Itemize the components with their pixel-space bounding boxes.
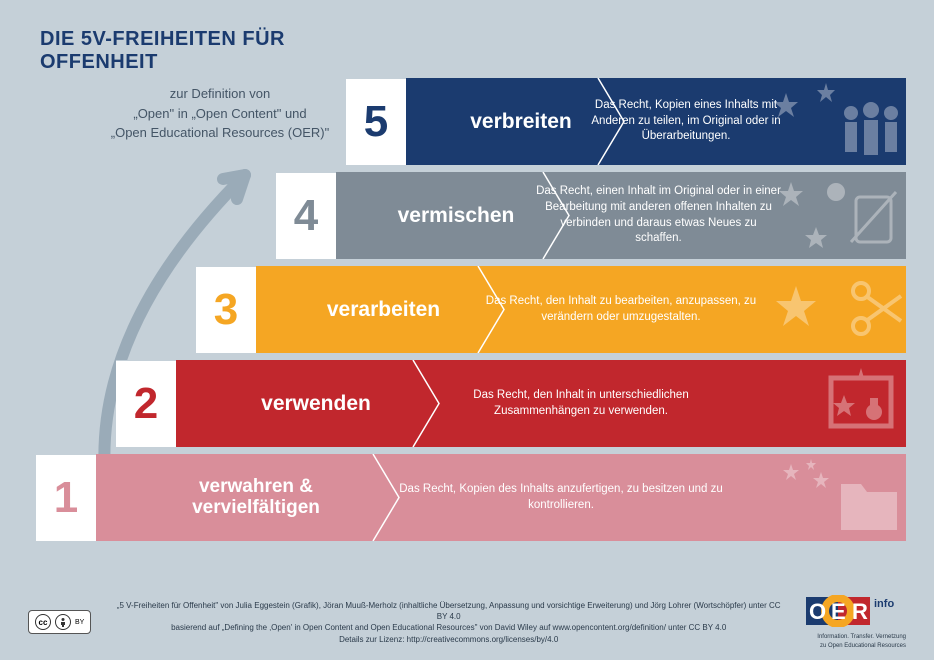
oer-tagline: Information. Transfer. Vernetzung <box>806 634 906 641</box>
step-description: Das Recht, einen Inhalt im Original oder… <box>536 184 781 246</box>
step-bar: verarbeiten Das Recht, den Inhalt zu bea… <box>256 266 906 353</box>
svg-text:R: R <box>852 599 868 624</box>
credits: „5 V-Freiheiten für Offenheit" von Julia… <box>91 600 806 645</box>
step-number-box: 2 <box>116 360 176 447</box>
by-icon <box>55 614 71 630</box>
oer-logo: O E R info Information. Transfer. Vernet… <box>806 595 906 650</box>
step-deco-icon <box>766 360 906 447</box>
step-label: vermischen <box>371 204 541 228</box>
step-description: Das Recht, den Inhalt zu bearbeiten, anz… <box>481 294 761 325</box>
step-number: 4 <box>294 191 318 241</box>
step-deco-icon <box>766 172 906 259</box>
step-bar: vermischen Das Recht, einen Inhalt im Or… <box>336 172 906 259</box>
step-bar: verwenden Das Recht, den Inhalt in unter… <box>176 360 906 447</box>
step-row: 2 verwenden Das Recht, den Inhalt in unt… <box>26 360 906 447</box>
by-label: BY <box>75 619 84 626</box>
step-description: Das Recht, den Inhalt in unterschiedlich… <box>426 388 736 419</box>
step-number: 3 <box>214 285 238 335</box>
step-row: 5 verbreiten Das Recht, Kopien eines Inh… <box>26 78 906 165</box>
step-row: 4 vermischen Das Recht, einen Inhalt im … <box>26 172 906 259</box>
cc-icon: cc <box>35 614 51 630</box>
step-bar: verbreiten Das Recht, Kopien eines Inhal… <box>406 78 906 165</box>
step-number: 2 <box>134 379 158 429</box>
cc-by-badge: cc BY <box>28 610 91 634</box>
step-description: Das Recht, Kopien eines Inhalts mit Ande… <box>586 98 786 145</box>
step-label: verwenden <box>221 392 411 416</box>
step-label: verbreiten <box>446 110 596 134</box>
svg-text:E: E <box>831 599 846 624</box>
step-deco-icon <box>766 454 906 541</box>
step-number: 5 <box>364 97 388 147</box>
step-rows: 5 verbreiten Das Recht, Kopien eines Inh… <box>26 78 906 548</box>
step-label: verarbeiten <box>291 298 476 322</box>
step-bar: verwahren & vervielfältigen Das Recht, K… <box>96 454 906 541</box>
step-deco-icon <box>766 78 906 165</box>
credit-line: „5 V-Freiheiten für Offenheit" von Julia… <box>111 600 786 622</box>
step-row: 1 verwahren & vervielfältigen Das Recht,… <box>26 454 906 541</box>
step-description: Das Recht, Kopien des Inhalts anzufertig… <box>396 482 726 513</box>
step-number: 1 <box>54 473 78 523</box>
footer: cc BY „5 V-Freiheiten für Offenheit" von… <box>28 595 906 650</box>
credit-line: basierend auf „Defining the ‚Open' in Op… <box>111 622 786 633</box>
step-number-box: 4 <box>276 172 336 259</box>
credit-line: Details zur Lizenz: http://creativecommo… <box>111 634 786 645</box>
svg-text:info: info <box>874 598 894 610</box>
oer-tagline: zu Open Educational Resources <box>806 643 906 650</box>
step-label: verwahren & vervielfältigen <box>141 477 371 519</box>
step-deco-icon <box>766 266 906 353</box>
step-number-box: 1 <box>36 454 96 541</box>
step-row: 3 verarbeiten Das Recht, den Inhalt zu b… <box>26 266 906 353</box>
step-number-box: 3 <box>196 266 256 353</box>
step-number-box: 5 <box>346 78 406 165</box>
page-title: DIE 5V-FREIHEITEN FÜR OFFENHEIT <box>40 28 400 74</box>
svg-text:O: O <box>809 599 826 624</box>
